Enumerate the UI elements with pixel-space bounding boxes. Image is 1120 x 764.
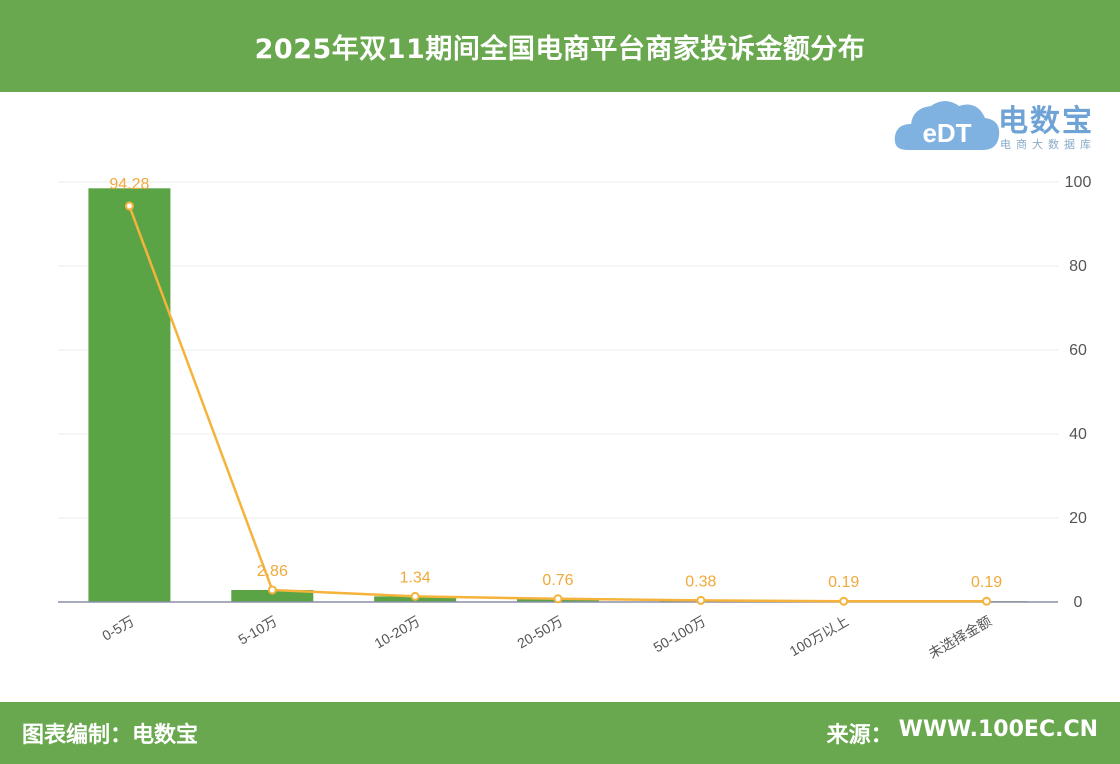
logo-mark: eDT bbox=[922, 118, 971, 148]
bar bbox=[231, 589, 314, 602]
chart-area: 0 20 40 60 80 100 0-5万 5-10万 10-20万 20-50万 50-100万… bbox=[0, 160, 1120, 695]
data-label: 0.38 bbox=[685, 573, 716, 590]
chart-svg: 0 20 40 60 80 100 0-5万 5-10万 10-20万 20-50万 50-100万… bbox=[58, 174, 1092, 662]
line-point bbox=[982, 596, 992, 606]
line-point bbox=[696, 595, 706, 605]
y-tick-label: 40 bbox=[1069, 426, 1087, 443]
footer-banner: 图表编制：电数宝 来源： WWW.100EC.CN bbox=[0, 702, 1120, 764]
cloud-logo-icon: eDT bbox=[894, 101, 1000, 150]
source-url: WWW.100EC.CN bbox=[898, 717, 1098, 742]
y-tick-label: 60 bbox=[1069, 342, 1087, 359]
logo-subtitle: 电商大数据库 bbox=[1000, 138, 1096, 151]
chart-credit: 图表编制：电数宝 bbox=[22, 723, 199, 748]
data-label: 1.34 bbox=[400, 569, 431, 586]
bar bbox=[88, 188, 171, 603]
data-label: 0.19 bbox=[971, 574, 1002, 591]
y-tick-label: 0 bbox=[1074, 594, 1083, 611]
data-label: 2.86 bbox=[257, 563, 288, 580]
line-point bbox=[267, 585, 277, 595]
line-point bbox=[410, 591, 420, 601]
x-tick-label: 50-100万 bbox=[650, 613, 708, 656]
y-tick-label: 20 bbox=[1069, 510, 1087, 527]
data-label: 94.28 bbox=[109, 176, 149, 193]
data-label: 0.76 bbox=[542, 572, 573, 589]
series-line bbox=[128, 205, 987, 603]
brand-logo: eDT 电数宝 电商大数据库 bbox=[893, 92, 1108, 158]
x-tick-label: 5-10万 bbox=[235, 613, 279, 648]
y-tick-label: 80 bbox=[1069, 258, 1087, 275]
x-tick-label: 10-20万 bbox=[372, 613, 423, 652]
line-point bbox=[124, 201, 134, 211]
line-point bbox=[553, 594, 563, 604]
x-tick-label: 100万以上 bbox=[787, 613, 852, 660]
x-tick-label: 0-5万 bbox=[99, 613, 137, 644]
data-label: 0.19 bbox=[828, 574, 859, 591]
source-label: 来源： bbox=[826, 723, 893, 748]
logo-brand-name: 电数宝 bbox=[998, 104, 1094, 139]
y-tick-label: 100 bbox=[1065, 174, 1092, 191]
x-tick-label: 未选择金额 bbox=[925, 613, 994, 662]
x-tick-label: 20-50万 bbox=[514, 613, 565, 652]
chart-title: 2025年双11期间全国电商平台商家投诉金额分布 bbox=[254, 33, 866, 65]
title-banner: 2025年双11期间全国电商平台商家投诉金额分布 bbox=[0, 0, 1120, 92]
source-attribution: 来源： WWW.100EC.CN bbox=[827, 717, 1098, 749]
line-point bbox=[839, 596, 849, 606]
